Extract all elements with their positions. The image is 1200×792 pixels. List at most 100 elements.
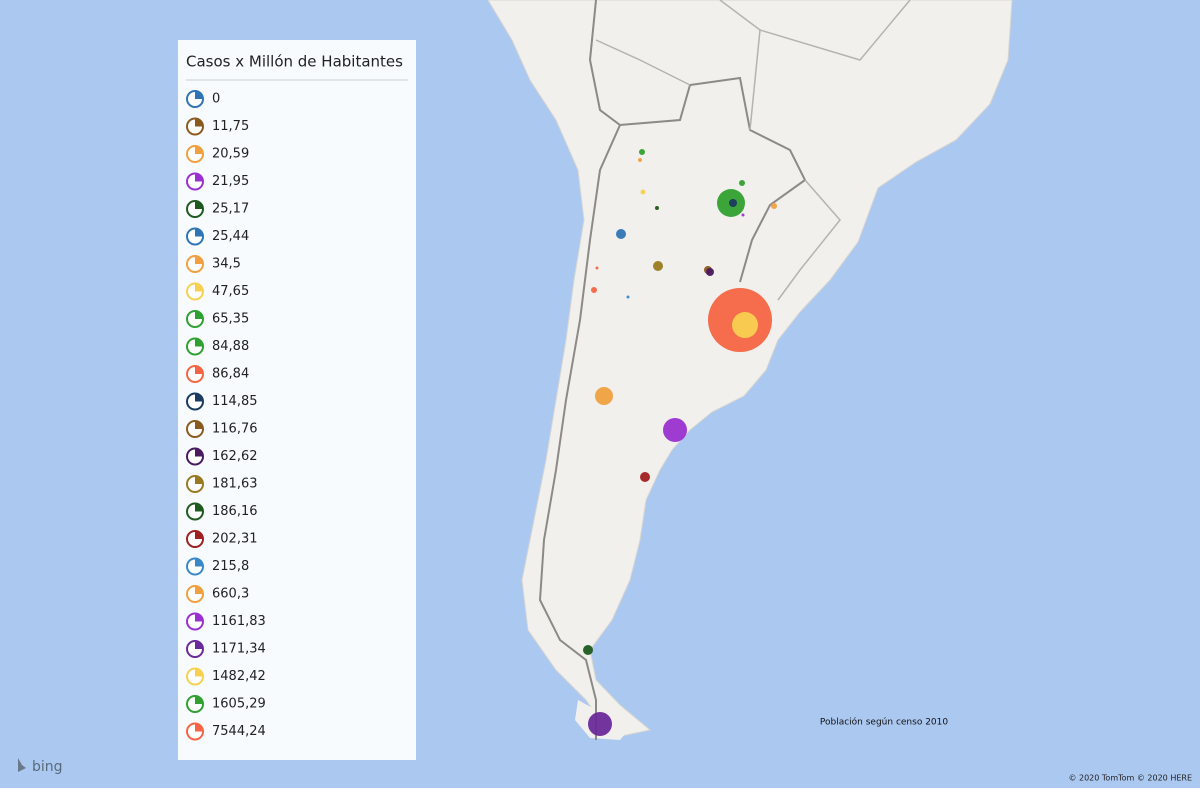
legend-icon-wedge [195, 146, 203, 154]
bing-icon [18, 758, 26, 772]
legend-label: 21,95 [212, 174, 249, 189]
attribution: © 2020 TomTom © 2020 HERE [1068, 774, 1192, 783]
legend-item: 86,84 [186, 365, 249, 383]
legend-icon-wedge [195, 448, 203, 457]
bubble [595, 266, 599, 270]
legend-label: 84,88 [212, 339, 249, 354]
bubbles [583, 149, 777, 736]
legend-icon-wedge [195, 586, 203, 594]
bubble [640, 472, 650, 482]
legend-icon-wedge [195, 696, 203, 704]
legend-item: 7544,24 [186, 722, 266, 741]
bubble [583, 645, 593, 655]
land [487, 0, 1013, 739]
legend-label: 86,84 [212, 367, 249, 382]
bubble [663, 418, 687, 442]
legend-icon-wedge [195, 118, 203, 127]
bubble [616, 229, 626, 239]
legend-icon-wedge [195, 723, 203, 732]
legend-icon-wedge [195, 393, 203, 402]
bubble [732, 312, 758, 338]
legend-icon-wedge [195, 668, 203, 677]
legend-label: 1482,42 [212, 669, 266, 684]
legend-panel [178, 40, 416, 760]
legend-icon-wedge [195, 613, 203, 622]
legend-title: Casos x Millón de Habitantes [186, 53, 403, 71]
bubble [655, 206, 659, 210]
legend-label: 11,75 [212, 119, 249, 134]
bubble [653, 261, 663, 271]
map-note: Población según censo 2010 [820, 717, 948, 728]
legend-item: 21,95 [186, 172, 249, 191]
bubble [640, 189, 646, 195]
legend-icon-wedge [195, 641, 203, 649]
legend-item: 65,35 [186, 310, 249, 328]
bubble [639, 149, 645, 155]
legend-item: 1171,34 [186, 640, 266, 658]
legend-item: 181,63 [186, 475, 258, 493]
legend-item: 25,44 [186, 227, 249, 246]
legend-icon-wedge [195, 283, 203, 292]
legend-label: 660,3 [212, 587, 249, 602]
legend-item: 25,17 [186, 200, 249, 218]
legend-icon-wedge [195, 558, 203, 567]
bubble [739, 180, 745, 186]
legend-icon-wedge [195, 503, 203, 512]
legend-icon-wedge [195, 366, 203, 374]
legend-item: 116,76 [186, 420, 258, 438]
legend-icon-wedge [195, 476, 203, 484]
legend-label: 215,8 [212, 559, 249, 574]
legend-icon-wedge [195, 531, 203, 539]
legend-icon-wedge [195, 173, 203, 182]
legend-icon-wedge [195, 228, 203, 237]
legend-item: 215,8 [186, 557, 249, 576]
bubble [729, 199, 737, 207]
legend-item: 1605,29 [186, 695, 266, 713]
legend-icon-wedge [195, 91, 203, 99]
legend-item: 202,31 [186, 530, 258, 548]
bubble [595, 387, 613, 405]
argentina-border [538, 0, 807, 740]
legend-icon-wedge [195, 256, 203, 264]
legend-label: 20,59 [212, 147, 249, 162]
legend-icon-wedge [195, 338, 203, 347]
legend-item: 162,62 [186, 447, 258, 466]
legend-icon-wedge [195, 311, 203, 319]
legend-label: 47,65 [212, 284, 249, 299]
legend-label: 0 [212, 92, 220, 107]
legend-label: 181,63 [212, 477, 258, 492]
legend-item: 186,16 [186, 502, 258, 521]
legend-icon-wedge [195, 421, 203, 429]
bubble [588, 712, 612, 736]
legend-label: 1605,29 [212, 697, 266, 712]
legend-item: 11,75 [186, 117, 249, 136]
legend-item: 84,88 [186, 337, 249, 356]
legend-item: 34,5 [186, 255, 241, 273]
legend-item: 660,3 [186, 585, 249, 603]
legend-item: 1482,42 [186, 667, 266, 686]
bubble [741, 213, 745, 217]
legend-label: 25,17 [212, 202, 249, 217]
bubble [706, 268, 714, 276]
legend-label: 34,5 [212, 257, 241, 272]
legend-item: 20,59 [186, 145, 249, 163]
legend-label: 114,85 [212, 394, 258, 409]
legend-item: 114,85 [186, 392, 258, 411]
bubble [626, 295, 630, 299]
bing-logo: bing [32, 759, 63, 775]
legend-item: 0 [186, 90, 220, 108]
legend-item: 47,65 [186, 282, 249, 301]
legend-item: 1161,83 [186, 612, 266, 631]
legend-label: 186,16 [212, 504, 258, 519]
legend-label: 1171,34 [212, 642, 266, 657]
bubble [638, 158, 642, 162]
legend: 0 11,75 20,59 21,95 25,17 25,44 34,5 47,65 65,35… [186, 90, 266, 741]
legend-label: 1161,83 [212, 614, 266, 629]
legend-label: 116,76 [212, 422, 258, 437]
legend-label: 65,35 [212, 312, 249, 327]
bubble [771, 203, 777, 209]
country-border [595, 0, 911, 301]
legend-label: 162,62 [212, 449, 258, 464]
